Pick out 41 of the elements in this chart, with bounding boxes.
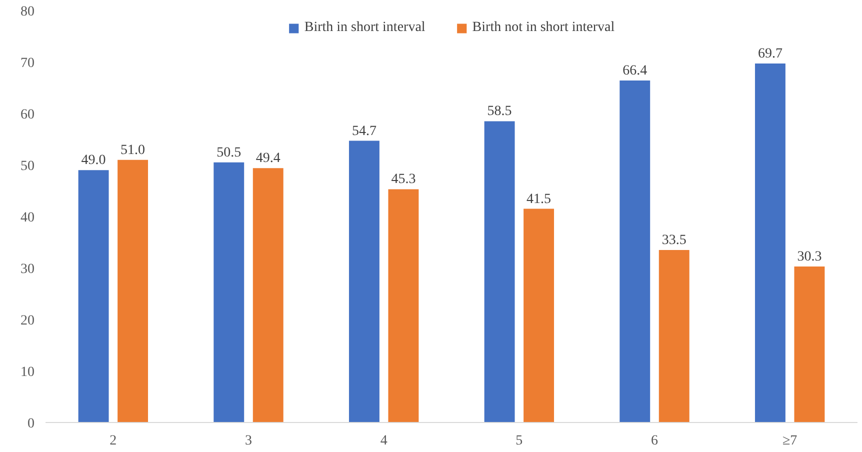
data-label: 30.3 [797, 249, 822, 264]
x-tick-label: 5 [516, 434, 523, 448]
y-tick-label: 50 [20, 159, 34, 174]
bar [78, 170, 109, 422]
data-label: 54.7 [352, 124, 376, 139]
data-label: 58.5 [487, 104, 512, 120]
x-tick-label: 6 [651, 434, 658, 448]
bar [658, 250, 690, 422]
y-tick-label: 0 [28, 416, 34, 432]
data-label: 69.7 [758, 46, 782, 62]
bar [348, 140, 380, 422]
y-tick-label: 60 [20, 108, 34, 122]
bar [754, 64, 786, 422]
data-label: 45.3 [391, 172, 416, 188]
x-tick-label: 2 [110, 434, 117, 448]
data-label: 41.5 [526, 192, 552, 207]
data-label: 49.0 [81, 153, 106, 168]
data-label: 33.5 [662, 232, 686, 248]
bar [484, 121, 515, 422]
x-tick-label: ≥7 [782, 434, 798, 448]
y-tick-label: 30 [20, 262, 34, 277]
bar [118, 160, 148, 422]
y-tick-label: 80 [20, 4, 34, 20]
bar [794, 266, 825, 422]
data-label: 51.0 [120, 142, 146, 158]
bar [524, 208, 554, 422]
x-tick-label: 4 [380, 434, 388, 448]
y-tick-label: 70 [20, 56, 34, 71]
data-label: 66.4 [622, 64, 648, 79]
y-tick-label: 10 [20, 365, 34, 380]
bar [214, 162, 244, 422]
bar [620, 80, 650, 422]
data-label: 50.5 [216, 145, 242, 160]
legend-label: Birth not in short interval [472, 20, 615, 36]
bar [388, 189, 419, 422]
x-tick-label: 3 [245, 434, 252, 448]
y-tick-label: 20 [20, 314, 34, 328]
y-tick-label: 40 [20, 210, 34, 226]
legend-label: Birth in short interval [304, 20, 426, 36]
data-label: 49.4 [256, 151, 280, 166]
bar [252, 168, 284, 422]
